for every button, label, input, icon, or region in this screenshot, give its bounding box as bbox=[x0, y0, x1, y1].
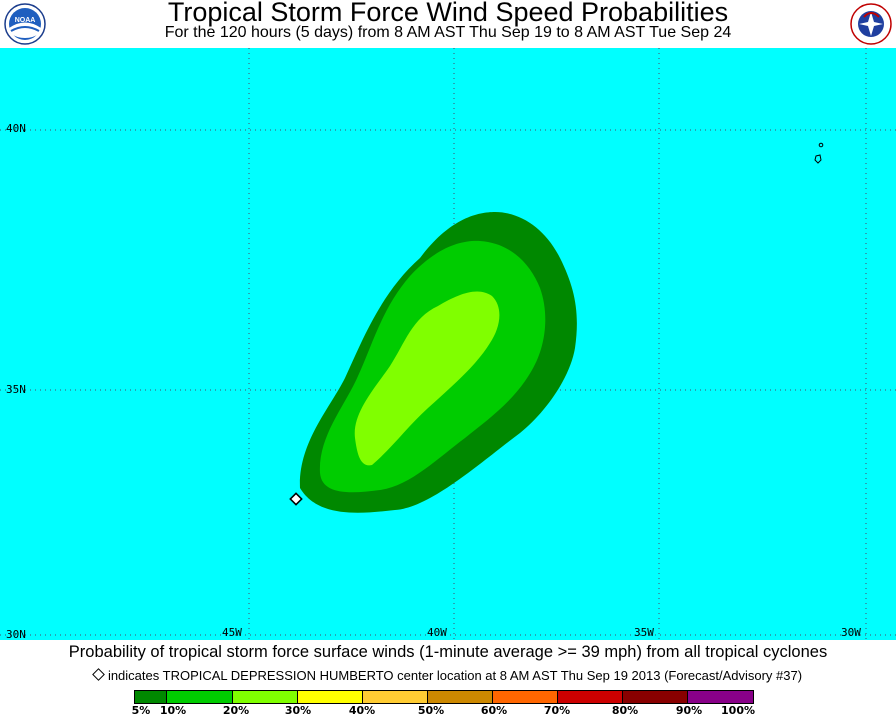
colorbar-cell-70-80 bbox=[558, 691, 623, 703]
nws-logo bbox=[850, 3, 892, 45]
colorbar-label: 90% bbox=[675, 704, 703, 717]
colorbar-label: 60% bbox=[480, 704, 508, 717]
diamond-icon bbox=[92, 668, 105, 681]
colorbar-cell-5-10 bbox=[135, 691, 167, 703]
colorbar-cell-40-50 bbox=[363, 691, 428, 703]
lon-label-35w: 35W bbox=[634, 626, 654, 639]
lat-label-40n: 40N bbox=[6, 122, 26, 135]
colorbar-cell-50-60 bbox=[428, 691, 493, 703]
page-title: Tropical Storm Force Wind Speed Probabil… bbox=[167, 0, 729, 27]
legend-note-text: indicates TROPICAL DEPRESSION HUMBERTO c… bbox=[107, 668, 803, 683]
lat-label-35n: 35N bbox=[6, 383, 26, 396]
colorbar-cell-30-40 bbox=[298, 691, 363, 703]
page-subtitle: For the 120 hours (5 days) from 8 AM AST… bbox=[164, 24, 732, 41]
colorbar-label: 80% bbox=[611, 704, 639, 717]
probability-map: 40N 35N 30N 45W 40W 35W 30W bbox=[0, 48, 896, 641]
azores-islands bbox=[814, 142, 824, 164]
storm-center-marker bbox=[289, 492, 303, 506]
map-caption: Probability of tropical storm force surf… bbox=[68, 643, 828, 661]
colorbar-label: 10% bbox=[159, 704, 187, 717]
lon-label-30w: 30W bbox=[841, 626, 861, 639]
colorbar-label: 50% bbox=[417, 704, 445, 717]
colorbar-cell-80-90 bbox=[623, 691, 688, 703]
noaa-logo: NOAA bbox=[4, 3, 46, 45]
prob-20pct-contour bbox=[354, 291, 500, 466]
colorbar-label: 30% bbox=[284, 704, 312, 717]
colorbar-label: 20% bbox=[222, 704, 250, 717]
legend-note: indicates TROPICAL DEPRESSION HUMBERTO c… bbox=[0, 668, 896, 684]
probability-colorbar bbox=[134, 690, 754, 704]
colorbar-cell-90-100 bbox=[688, 691, 753, 703]
colorbar-label: 100% bbox=[721, 704, 755, 717]
lat-label-30n: 30N bbox=[6, 628, 26, 641]
colorbar-cell-60-70 bbox=[493, 691, 558, 703]
colorbar-label: 40% bbox=[348, 704, 376, 717]
colorbar-label: 5% bbox=[131, 704, 151, 717]
colorbar-cell-10-20 bbox=[167, 691, 233, 703]
lon-label-45w: 45W bbox=[222, 626, 242, 639]
svg-text:NOAA: NOAA bbox=[15, 17, 36, 24]
colorbar-label: 70% bbox=[543, 704, 571, 717]
lon-label-40w: 40W bbox=[427, 626, 447, 639]
colorbar-cell-20-30 bbox=[233, 691, 298, 703]
